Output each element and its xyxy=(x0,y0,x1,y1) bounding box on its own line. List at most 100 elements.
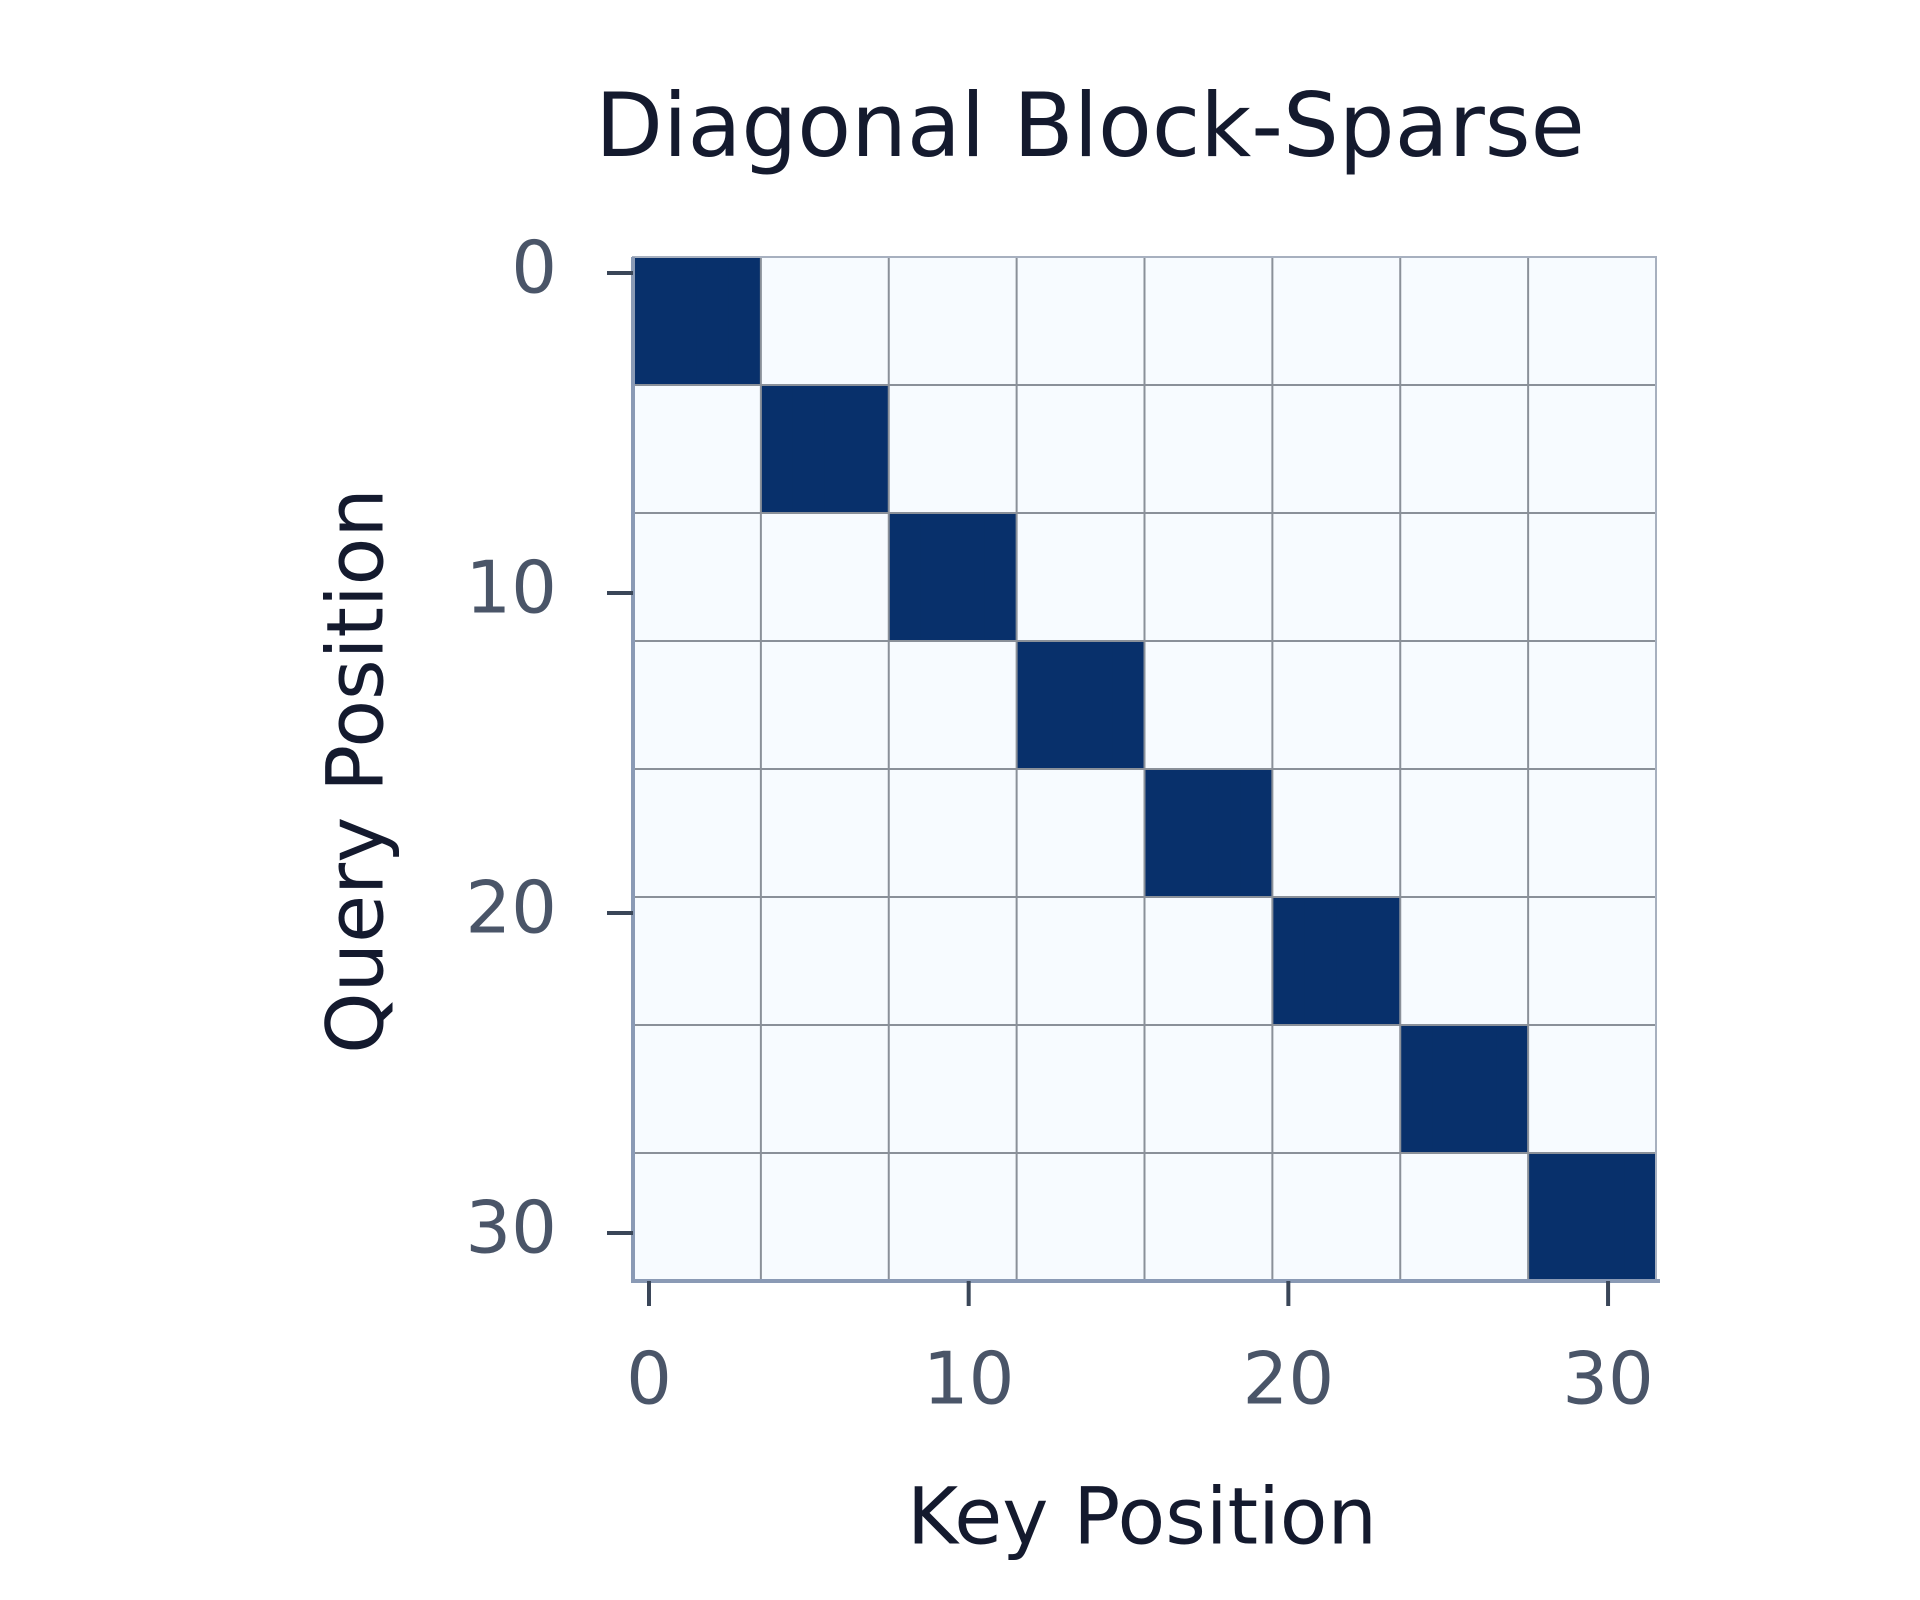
heatmap-cell xyxy=(920,417,954,450)
heatmap-cell xyxy=(664,801,698,834)
heatmap-cell xyxy=(792,737,826,770)
heatmap-cell xyxy=(1112,1217,1145,1250)
heatmap-cell xyxy=(1528,1217,1561,1250)
heatmap-cell xyxy=(1080,1089,1114,1122)
heatmap-cell xyxy=(664,609,698,642)
heatmap-cell xyxy=(1432,1217,1465,1250)
heatmap-cell xyxy=(1144,865,1177,898)
heatmap-cell xyxy=(1496,449,1529,482)
heatmap-cell xyxy=(1272,1057,1305,1090)
heatmap-cell xyxy=(633,993,666,1026)
heatmap-cell xyxy=(824,1089,858,1122)
heatmap-cell xyxy=(1560,737,1593,770)
heatmap-cell xyxy=(1272,577,1305,610)
heatmap-cell xyxy=(920,1185,954,1218)
heatmap-cell xyxy=(1560,481,1593,514)
heatmap-cell xyxy=(1144,673,1177,706)
heatmap-cell xyxy=(1112,1153,1145,1186)
heatmap-cell xyxy=(1016,1185,1050,1218)
heatmap-cell xyxy=(1432,353,1465,386)
heatmap-cell xyxy=(920,705,954,738)
heatmap-cell xyxy=(664,1249,698,1282)
heatmap-cell xyxy=(1336,737,1369,770)
heatmap-cell xyxy=(1080,1217,1114,1250)
heatmap-cell xyxy=(952,993,986,1026)
heatmap-cell xyxy=(633,417,666,450)
heatmap-cell xyxy=(664,1025,698,1058)
heatmap-cell xyxy=(1560,321,1593,354)
heatmap-cell xyxy=(664,481,698,514)
heatmap-cell xyxy=(792,1089,826,1122)
heatmap-cell xyxy=(888,385,922,418)
heatmap-cell xyxy=(1272,801,1305,834)
heatmap-cell xyxy=(984,353,1018,386)
heatmap-cell xyxy=(1432,577,1465,610)
heatmap-cell xyxy=(1592,1217,1625,1250)
heatmap-cell xyxy=(1560,257,1593,290)
heatmap-cell xyxy=(1432,257,1465,290)
heatmap-cell xyxy=(633,609,666,642)
heatmap-cell xyxy=(952,929,986,962)
heatmap-cell xyxy=(1176,353,1209,386)
heatmap-cell xyxy=(1048,1121,1082,1154)
heatmap-cell xyxy=(1048,609,1082,642)
heatmap-cell xyxy=(888,865,922,898)
heatmap-cell xyxy=(1112,929,1145,962)
heatmap-cell xyxy=(1240,673,1273,706)
heatmap-cell xyxy=(920,929,954,962)
heatmap-cell xyxy=(1368,353,1401,386)
heatmap-cell xyxy=(1208,609,1241,642)
heatmap-cell xyxy=(728,993,762,1026)
heatmap-cell xyxy=(952,481,986,514)
heatmap-cell xyxy=(1368,321,1401,354)
heatmap-cell xyxy=(1144,641,1177,674)
heatmap-cell xyxy=(1112,1089,1145,1122)
heatmap-cell xyxy=(984,705,1018,738)
heatmap-cell xyxy=(1464,801,1497,834)
heatmap-cell xyxy=(1144,1153,1177,1186)
heatmap-cell xyxy=(760,545,794,578)
heatmap-cell xyxy=(1528,801,1561,834)
heatmap-cell xyxy=(1304,449,1337,482)
heatmap-cell xyxy=(1400,257,1433,290)
heatmap-cell xyxy=(1496,545,1529,578)
heatmap-cell xyxy=(1016,577,1050,610)
heatmap-cell xyxy=(1528,1249,1561,1282)
heatmap-cell xyxy=(824,769,858,802)
heatmap-cell xyxy=(1592,1185,1625,1218)
heatmap-cell xyxy=(1048,801,1082,834)
heatmap-cell xyxy=(1304,481,1337,514)
heatmap-cell xyxy=(824,897,858,930)
heatmap-cell xyxy=(888,833,922,866)
heatmap-cell xyxy=(664,513,698,546)
heatmap-cell xyxy=(792,1025,826,1058)
heatmap-cell xyxy=(1464,1153,1497,1186)
heatmap-cell xyxy=(1432,961,1465,994)
heatmap-cell xyxy=(1336,417,1369,450)
heatmap-cell xyxy=(984,257,1018,290)
heatmap-cell xyxy=(1528,385,1561,418)
heatmap-cell xyxy=(1240,993,1273,1026)
heatmap-cell xyxy=(984,1089,1018,1122)
heatmap-cell xyxy=(1304,1121,1337,1154)
heatmap-cell xyxy=(1112,257,1145,290)
heatmap-cell xyxy=(1272,833,1305,866)
heatmap-cell xyxy=(792,1057,826,1090)
heatmap-cell xyxy=(633,513,666,546)
heatmap-cell xyxy=(1400,641,1433,674)
heatmap-cell xyxy=(984,481,1018,514)
heatmap-cell xyxy=(952,1121,986,1154)
heatmap-cell xyxy=(1464,737,1497,770)
heatmap-cell xyxy=(952,1025,986,1058)
heatmap-cell xyxy=(1432,897,1465,930)
heatmap-cell xyxy=(1528,289,1561,322)
heatmap-cell xyxy=(1304,897,1337,930)
heatmap-cell xyxy=(1336,1089,1369,1122)
heatmap-cell xyxy=(1080,449,1114,482)
heatmap-cell xyxy=(1496,1217,1529,1250)
heatmap-cell xyxy=(824,705,858,738)
heatmap-cell xyxy=(1528,1025,1561,1058)
heatmap-cell xyxy=(1592,769,1625,802)
heatmap-cell xyxy=(856,929,890,962)
heatmap-cell xyxy=(728,1057,762,1090)
